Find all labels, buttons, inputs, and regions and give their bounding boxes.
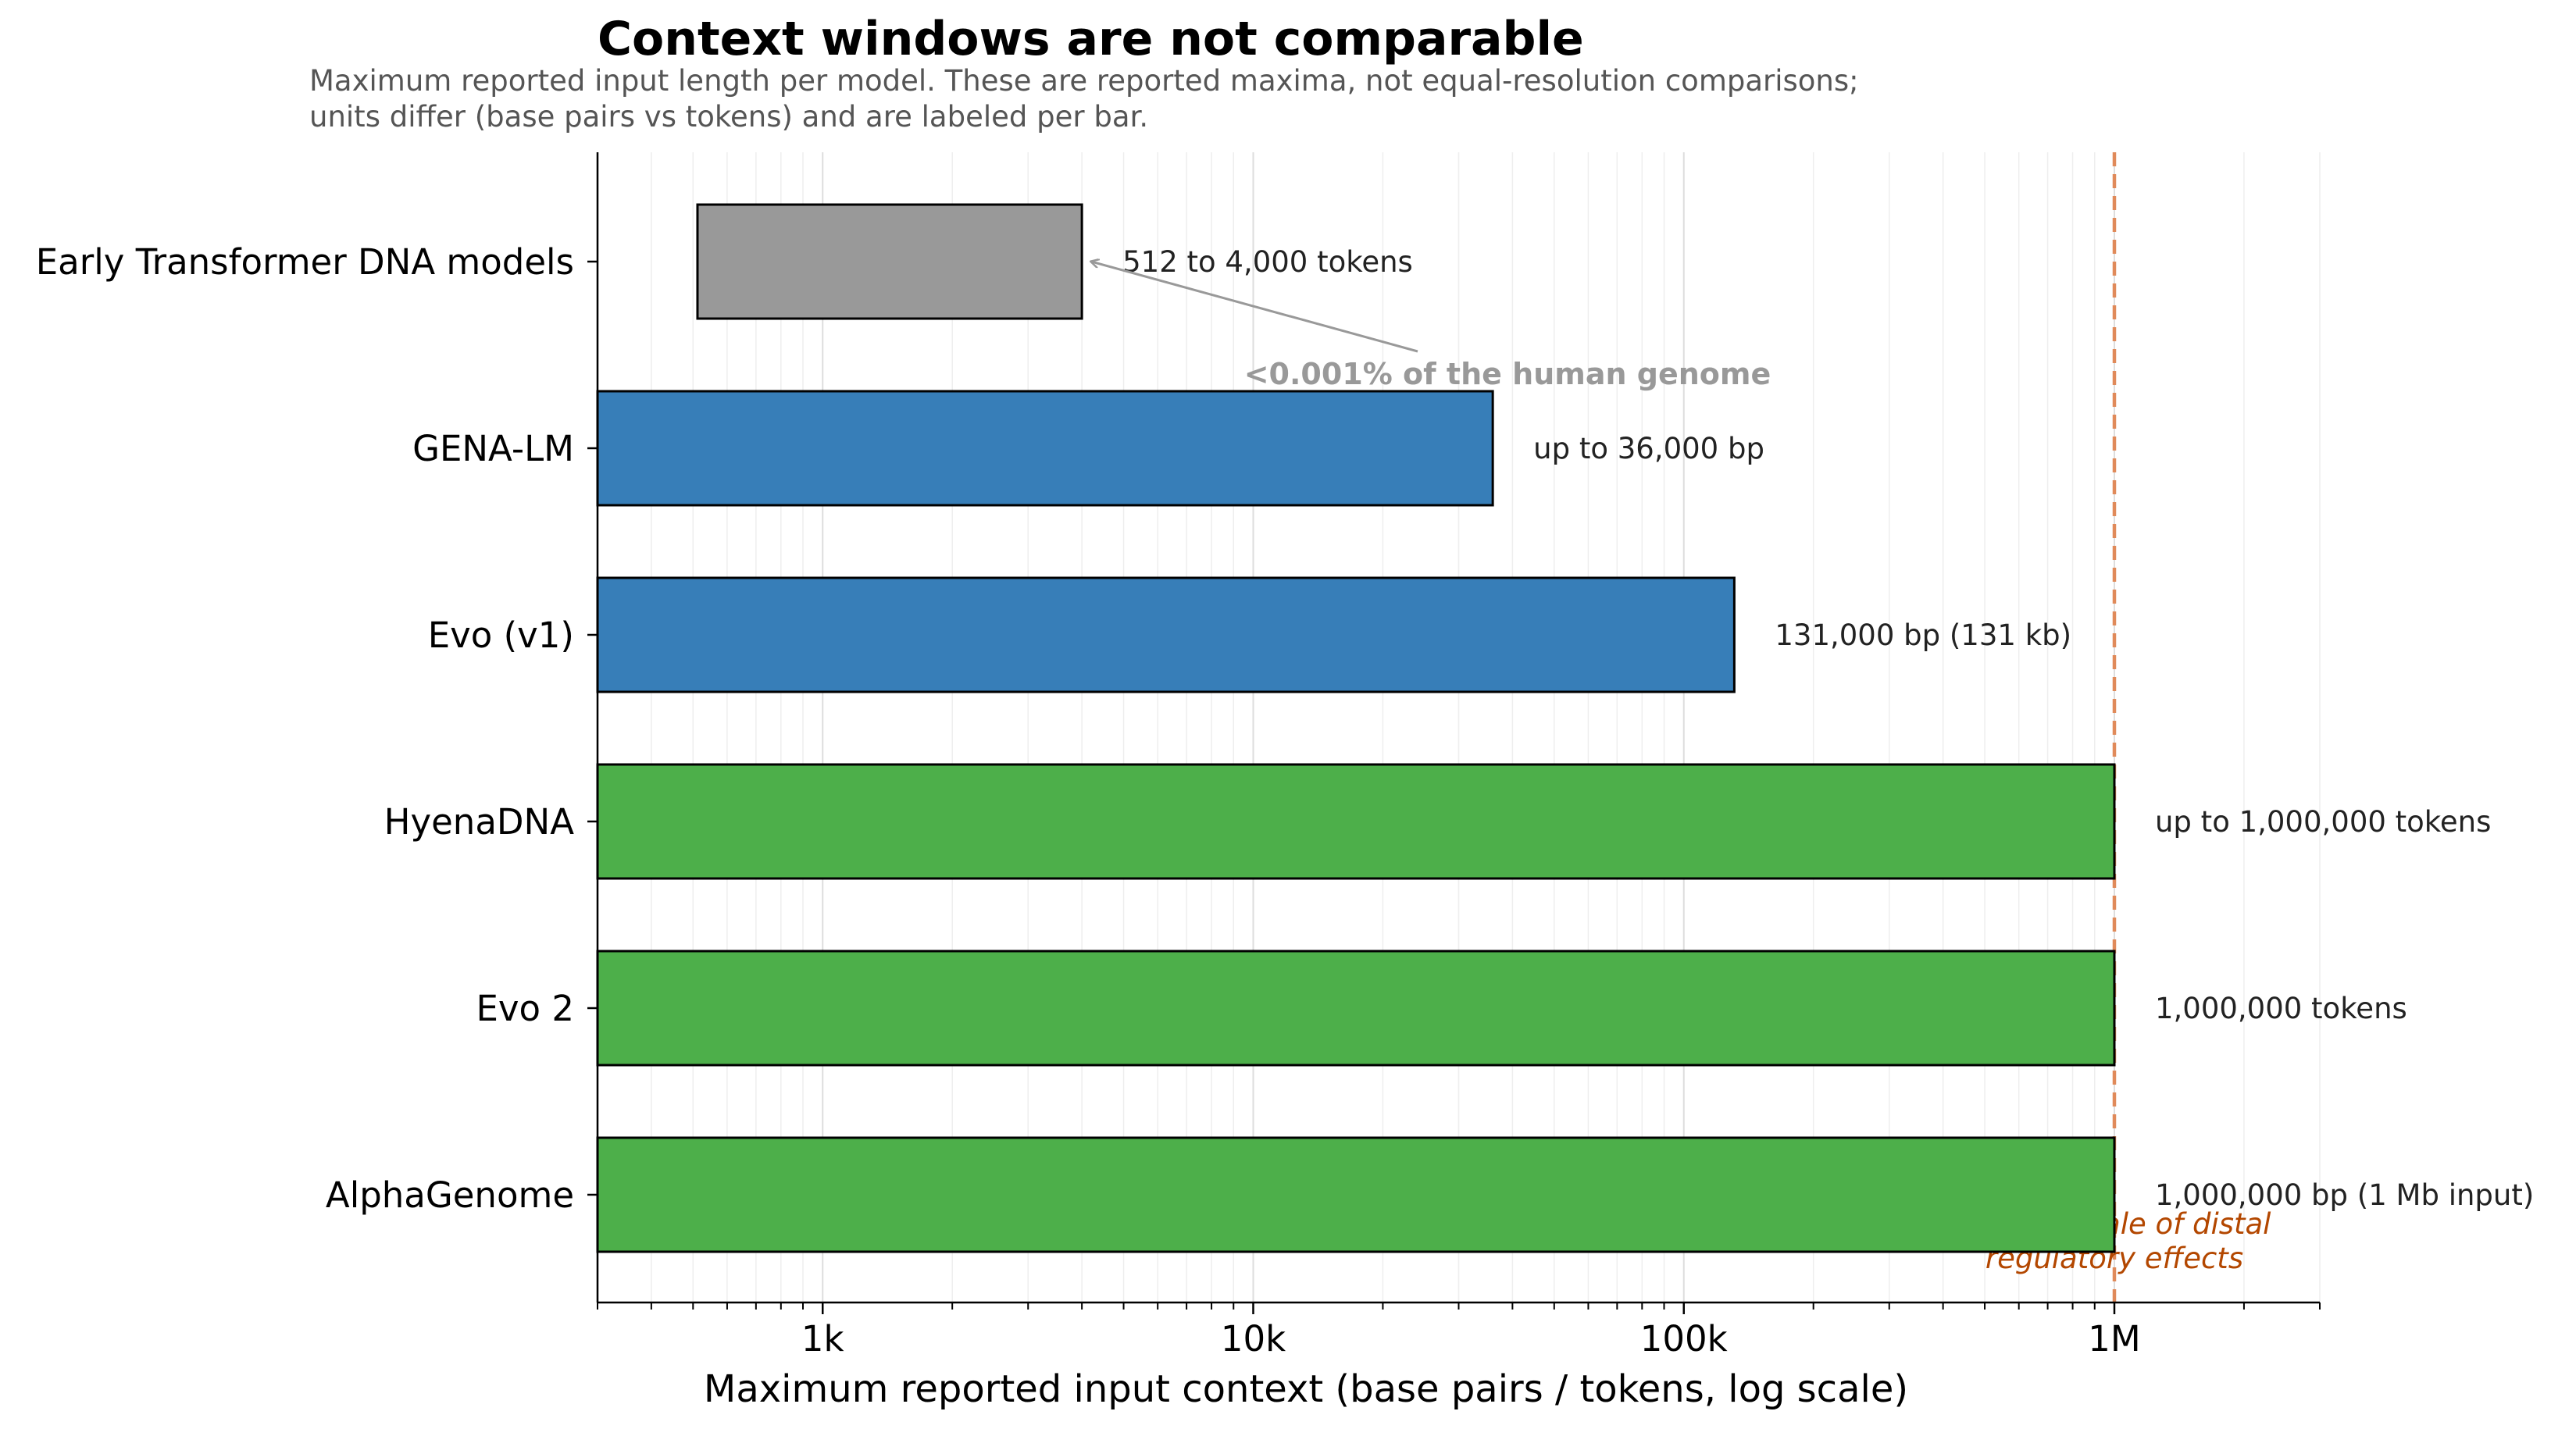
y-tick-label-1: GENA-LM: [412, 428, 574, 469]
y-tick-label-5: AlphaGenome: [326, 1174, 574, 1216]
axes: Early Transformer DNA models GENA-LM Evo (…: [36, 152, 2321, 1360]
bar-value-label-3: up to 1,000,000 tokens: [2155, 805, 2491, 839]
x-tick-label-2: 100k: [1640, 1318, 1728, 1360]
x-tick-label-1: 10k: [1221, 1318, 1286, 1360]
grid: [597, 152, 2321, 1302]
bar-value-label-5: 1,000,000 bp (1 Mb input): [2155, 1178, 2534, 1212]
y-tick-label-4: Evo 2: [476, 988, 574, 1029]
bar-4: [596, 950, 2116, 1067]
bar-5: [596, 1136, 2116, 1253]
bar-value-label-0: 512 to 4,000 tokens: [1122, 245, 1413, 279]
chart-subtitle-line-2: units differ (base pairs vs tokens) and …: [309, 100, 1148, 134]
y-tick-label-2: Evo (v1): [428, 615, 574, 656]
bar-value-label-1: up to 36,000 bp: [1533, 432, 1764, 465]
y-tick-label-0: Early Transformer DNA models: [36, 241, 574, 283]
bar-value-label-4: 1,000,000 tokens: [2155, 992, 2407, 1025]
x-tick-label-3: 1M: [2088, 1318, 2140, 1360]
bar-2: [596, 576, 1736, 693]
annotation-text: <0.001% of the human genome: [1244, 357, 1771, 391]
bar-value-label-2: 131,000 bp (131 kb): [1775, 618, 2071, 652]
chart-title: Context windows are not comparable: [598, 12, 1584, 66]
bar-0: [696, 203, 1083, 320]
chart-subtitle-line-1: Maximum reported input length per model.…: [309, 64, 1859, 98]
x-tick-label-0: 1k: [801, 1318, 844, 1360]
bar-1: [596, 390, 1494, 507]
annotation-arrow: [1091, 262, 1418, 353]
bar-3: [596, 763, 2116, 880]
bars: 512 to 4,000 tokens up to 36,000 bp 131,00…: [596, 203, 2534, 1253]
y-tick-label-3: HyenaDNA: [384, 801, 575, 843]
x-axis-label: Maximum reported input context (base pai…: [704, 1367, 1908, 1411]
